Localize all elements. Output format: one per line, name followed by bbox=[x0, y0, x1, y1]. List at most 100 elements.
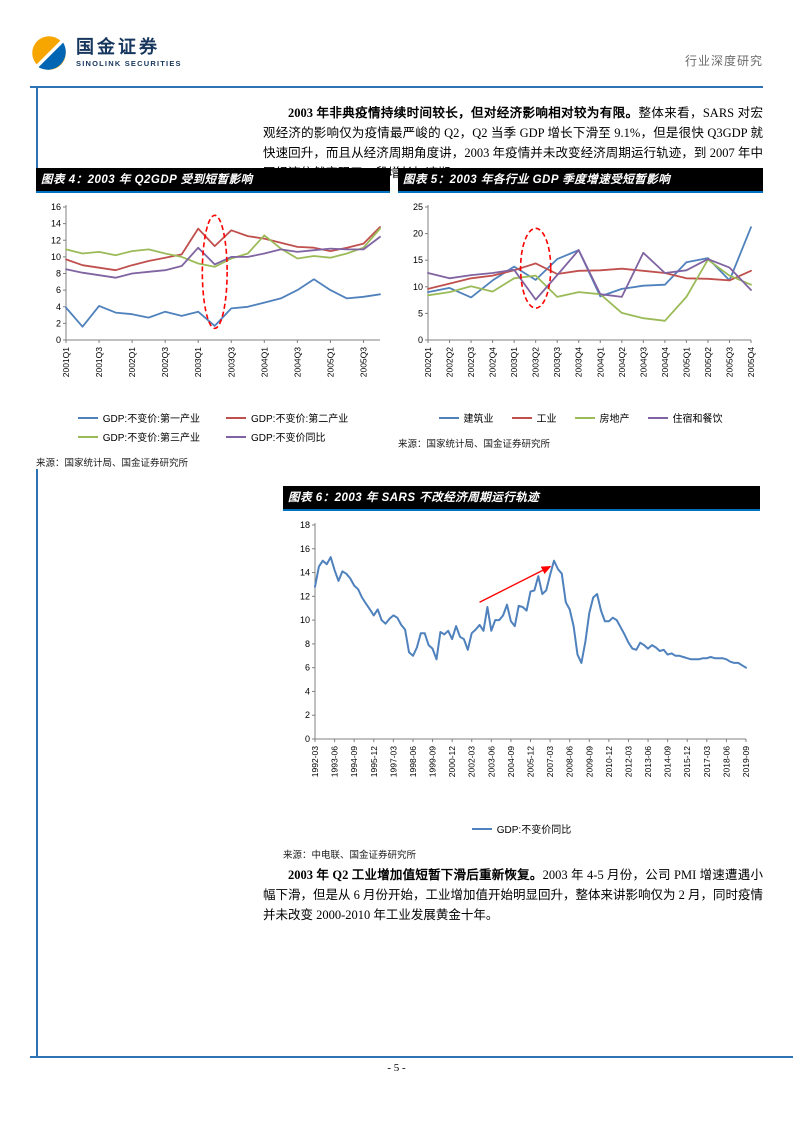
x-tick-label: 2018-06 bbox=[721, 746, 731, 777]
sinolink-logo-icon bbox=[32, 36, 66, 70]
x-tick-label: 2002Q1 bbox=[423, 347, 433, 378]
figure-4-legend: GDP:不变价:第一产业 GDP:不变价:第二产业 GDP:不变价:第三产业 GDP:… bbox=[36, 410, 390, 444]
x-tick-label: 2014-09 bbox=[663, 746, 673, 777]
legend-label: GDP:不变价:第二产业 bbox=[251, 414, 349, 425]
legend-line-swatch-icon bbox=[77, 416, 98, 419]
x-tick-label: 2003Q1 bbox=[193, 347, 203, 378]
series-line bbox=[314, 556, 747, 669]
figure-4-chart-area: 0 2 4 6 8 10 12 14 16 2001Q1 2001Q3 2002Q1 2002Q3 200… bbox=[36, 193, 390, 404]
x-tick-label: 2004Q3 bbox=[638, 347, 648, 378]
figure-6-chart-area: 0 2 4 6 8 10 12 14 16 18 1992-03 1993-06 1994-09 1995… bbox=[283, 511, 760, 815]
legend-line-swatch-icon bbox=[511, 416, 532, 419]
x-tick-label: 2003Q3 bbox=[552, 347, 562, 378]
brand-name: 国金证券 bbox=[76, 37, 160, 57]
legend-item: GDP:不变价:第一产业 bbox=[77, 410, 200, 425]
legend-item: GDP:不变价:第二产业 bbox=[226, 410, 348, 425]
y-tick-label: 10 bbox=[51, 252, 61, 262]
legend-line-swatch-icon bbox=[647, 416, 668, 419]
annotation-ellipse bbox=[201, 214, 228, 330]
x-tick-label: 2003Q3 bbox=[226, 347, 236, 378]
legend-line-swatch-icon bbox=[574, 416, 595, 419]
paragraph-2-lead: 2003 年 Q2 工业增加值短暂下滑后重新恢复。 bbox=[288, 867, 543, 882]
legend-label: 建筑业 bbox=[463, 414, 494, 425]
legend-line-swatch-icon bbox=[471, 827, 492, 830]
y-tick-label: 18 bbox=[300, 520, 310, 530]
x-tick-label: 2003Q4 bbox=[574, 347, 584, 378]
figure-6-legend: GDP:不变价同比 bbox=[283, 821, 760, 836]
legend-label: GDP:不变价:第一产业 bbox=[102, 414, 200, 425]
series-line bbox=[427, 258, 752, 322]
figure-4-title: 图表 4：2003 年 Q2GDP 受到短暂影响 bbox=[36, 168, 390, 193]
legend-item: 工业 bbox=[511, 410, 557, 425]
brand-subtitle: SINOLINK SECURITIES bbox=[76, 59, 182, 68]
x-tick-label: 1999-09 bbox=[428, 746, 438, 777]
x-tick-label: 2004Q1 bbox=[259, 347, 269, 378]
figures-row: 图表 4：2003 年 Q2GDP 受到短暂影响 0 2 4 6 8 10 12 14 16 20… bbox=[36, 168, 763, 469]
legend-label: 房地产 bbox=[599, 414, 630, 425]
paragraph-2-text: 2003 年 4-5 月份，公司 PMI 增速遭遇小幅下滑，但是从 6 月份开始… bbox=[263, 867, 764, 922]
y-tick-label: 6 bbox=[305, 663, 310, 673]
x-tick-label: 2010-12 bbox=[604, 746, 614, 777]
figure-6-chart: 0 2 4 6 8 10 12 14 16 18 1992-03 1993-06 1994-09 1995… bbox=[300, 520, 751, 777]
x-tick-label: 2005-12 bbox=[526, 746, 536, 777]
y-tick-label: 25 bbox=[413, 202, 423, 212]
figure-4-source: 来源：国家统计局、国金证券研究所 bbox=[36, 459, 189, 469]
y-tick-label: 6 bbox=[56, 285, 61, 295]
x-tick-label: 1995-12 bbox=[369, 746, 379, 777]
x-tick-label: 2005Q1 bbox=[681, 347, 691, 378]
figure-5-source: 来源：国家统计局、国金证券研究所 bbox=[398, 440, 551, 450]
y-tick-label: 15 bbox=[413, 255, 423, 265]
header-divider-rule bbox=[30, 86, 763, 88]
x-tick-label: 2005Q4 bbox=[746, 347, 756, 378]
series-line bbox=[65, 278, 381, 328]
legend-label: GDP:不变价:第三产业 bbox=[102, 433, 200, 444]
x-tick-label: 2003Q2 bbox=[531, 347, 541, 378]
x-tick-label: 2005Q2 bbox=[703, 347, 713, 378]
series-line bbox=[427, 249, 752, 301]
x-tick-label: 2001Q3 bbox=[94, 347, 104, 378]
figure-5-chart-area: 0 5 10 15 20 25 2002Q1 2002Q2 2002Q3 2002Q4 2003Q1… bbox=[398, 193, 763, 404]
legend-line-swatch-icon bbox=[226, 416, 246, 419]
series-line bbox=[65, 236, 381, 279]
x-tick-label: 2012-03 bbox=[623, 746, 633, 777]
figure-5-chart: 0 5 10 15 20 25 2002Q1 2002Q2 2002Q3 2002Q4 2003Q1… bbox=[413, 202, 756, 378]
legend-item: 房地产 bbox=[574, 410, 630, 425]
x-tick-label: 1997-03 bbox=[388, 746, 398, 777]
left-border-rule bbox=[36, 88, 38, 1056]
brand-text: 国金证券 SINOLINK SECURITIES bbox=[76, 38, 182, 68]
x-tick-label: 2004Q3 bbox=[292, 347, 302, 378]
y-tick-label: 0 bbox=[305, 734, 310, 744]
y-tick-label: 16 bbox=[300, 544, 310, 554]
paragraph-1-lead: 2003 年非典疫情持续时间较长，但对经济影响相对较为有限。 bbox=[288, 105, 639, 120]
figure-4-panel: 图表 4：2003 年 Q2GDP 受到短暂影响 0 2 4 6 8 10 12 14 16 20… bbox=[36, 168, 390, 469]
x-tick-label: 2002Q3 bbox=[466, 347, 476, 378]
x-tick-label: 2002Q1 bbox=[127, 347, 137, 378]
legend-item: GDP:不变价同比 bbox=[226, 429, 348, 444]
figure-6-title: 图表 6：2003 年 SARS 不改经济周期运行轨迹 bbox=[283, 486, 760, 511]
y-tick-label: 8 bbox=[56, 269, 61, 279]
legend-line-swatch-icon bbox=[226, 435, 246, 438]
legend-item: 住宿和餐饮 bbox=[647, 410, 723, 425]
x-tick-label: 2005Q3 bbox=[724, 347, 734, 378]
x-tick-label: 2004Q2 bbox=[617, 347, 627, 378]
x-tick-label: 2005Q1 bbox=[325, 347, 335, 378]
y-tick-label: 14 bbox=[300, 568, 310, 578]
x-tick-label: 1992-03 bbox=[310, 746, 320, 777]
x-tick-label: 2008-06 bbox=[565, 746, 575, 777]
figure-5-panel: 图表 5：2003 年各行业 GDP 季度增速受短暂影响 0 5 10 15 20 25 2… bbox=[398, 168, 763, 469]
x-tick-label: 2019-09 bbox=[741, 746, 751, 777]
x-tick-label: 2004Q4 bbox=[660, 347, 670, 378]
figure-5-title: 图表 5：2003 年各行业 GDP 季度增速受短暂影响 bbox=[398, 168, 763, 193]
series-line bbox=[65, 226, 381, 272]
x-tick-label: 2005Q3 bbox=[358, 347, 368, 378]
brand-logo-block: 国金证券 SINOLINK SECURITIES bbox=[30, 34, 763, 72]
legend-item: GDP:不变价同比 bbox=[471, 821, 571, 836]
y-tick-label: 5 bbox=[418, 308, 423, 318]
figure-6-source: 来源：中电联、国金证券研究所 bbox=[283, 851, 417, 861]
figure-5-legend: 建筑业 工业 房地产 住宿和餐饮 bbox=[398, 410, 763, 425]
annotation-arrow bbox=[479, 565, 552, 603]
x-tick-label: 1994-09 bbox=[349, 746, 359, 777]
y-tick-label: 2 bbox=[56, 318, 61, 328]
page-number: - 5 - bbox=[387, 1062, 406, 1074]
series-line bbox=[65, 227, 381, 268]
